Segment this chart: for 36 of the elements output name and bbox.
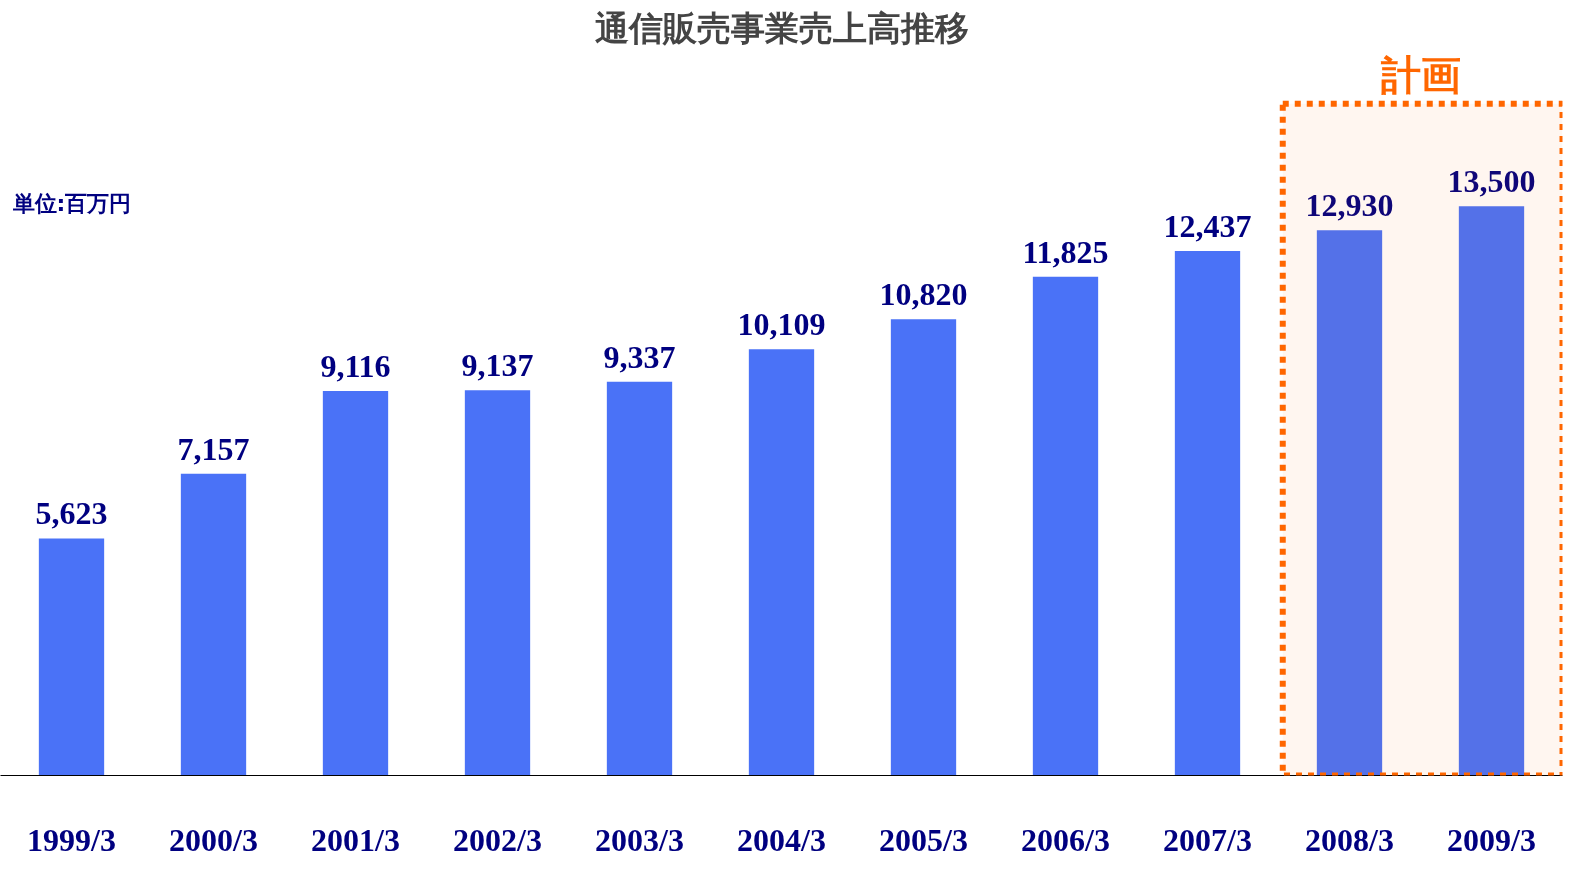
bar (606, 381, 673, 776)
data-label: 5,623 (35, 495, 108, 532)
data-label: 9,137 (461, 347, 534, 384)
x-tick-label: 2002/3 (453, 821, 542, 858)
x-tick-label: 2005/3 (879, 821, 968, 858)
data-label: 10,109 (737, 306, 826, 343)
data-label: 13,500 (1447, 163, 1536, 200)
band-label: 計画 (1379, 52, 1461, 99)
x-tick-label: 1999/3 (27, 821, 116, 858)
x-tick-label: 2003/3 (595, 821, 684, 858)
data-label: 11,825 (1022, 233, 1109, 270)
data-label: 12,437 (1163, 208, 1252, 245)
data-label: 7,157 (177, 430, 250, 467)
bar (322, 391, 389, 776)
x-tick-label: 2008/3 (1305, 821, 1394, 858)
x-tick-label: 2001/3 (311, 821, 400, 858)
x-tick-label: 2007/3 (1163, 821, 1252, 858)
bar (1174, 251, 1241, 776)
bar (890, 319, 957, 776)
bar (1458, 206, 1525, 776)
x-tick-label: 2006/3 (1021, 821, 1110, 858)
data-label: 9,337 (603, 338, 676, 375)
bar (1316, 230, 1383, 776)
bar (464, 390, 531, 776)
bar (38, 538, 105, 776)
x-tick-label: 2000/3 (169, 821, 258, 858)
data-label: 10,820 (879, 276, 968, 313)
chart-title: 通信販売事業売上高推移 (594, 7, 969, 48)
x-tick-label: 2004/3 (737, 821, 826, 858)
annotation: 単位:百万円 (11, 190, 132, 216)
bar (748, 349, 815, 776)
data-label: 9,116 (320, 348, 391, 385)
data-label: 12,930 (1305, 187, 1394, 224)
bar (1032, 276, 1099, 776)
x-tick-label: 2009/3 (1447, 821, 1536, 858)
bar (180, 473, 247, 776)
